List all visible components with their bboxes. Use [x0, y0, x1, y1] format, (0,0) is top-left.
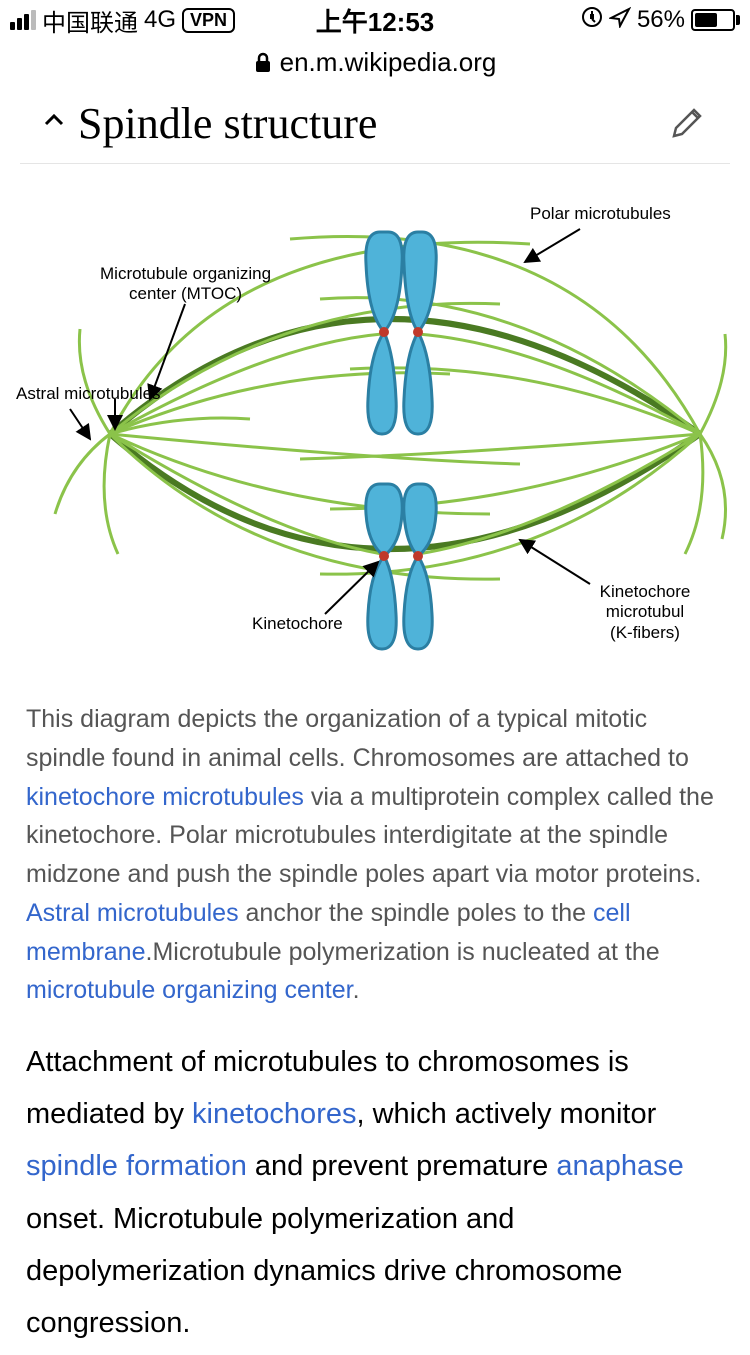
body-paragraph: Attachment of microtubules to chromosome…: [0, 1030, 750, 1355]
mtoc-label: Microtubule organizingcenter (MTOC): [100, 264, 271, 305]
network-label: 4G: [144, 6, 176, 34]
kinetochore-label: Kinetochore: [252, 614, 343, 634]
astral-label: Astral microtubules: [16, 384, 161, 404]
lock-icon: [254, 51, 272, 73]
clock-label: 上午12:53: [316, 2, 435, 39]
spindle-diagram[interactable]: Polar microtubules Microtubule organizin…: [20, 184, 730, 684]
polar-label: Polar microtubules: [530, 204, 671, 224]
vpn-badge: VPN: [182, 8, 235, 33]
section-header: Spindle structure: [20, 84, 730, 164]
link-kinetochores[interactable]: kinetochores: [192, 1098, 356, 1130]
link-anaphase[interactable]: anaphase: [556, 1150, 683, 1182]
signal-icon: [10, 10, 36, 30]
chromosome-top: [366, 232, 436, 434]
carrier-label: 中国联通: [42, 3, 138, 38]
battery-icon: [691, 9, 740, 31]
url-text: en.m.wikipedia.org: [280, 47, 497, 78]
status-right: 56%: [581, 6, 740, 35]
link-astral-microtubules[interactable]: Astral microtubules: [26, 899, 239, 927]
link-spindle-formation[interactable]: spindle formation: [26, 1150, 247, 1182]
kfibers-label: Kinetochore microtubul(K-fibers): [560, 582, 730, 643]
address-bar[interactable]: en.m.wikipedia.org: [0, 40, 750, 84]
link-kinetochore-microtubules[interactable]: kinetochore microtubules: [26, 783, 304, 811]
orientation-lock-icon: [581, 6, 603, 35]
edit-button[interactable]: [666, 104, 706, 144]
diagram-caption: This diagram depicts the organization of…: [0, 694, 750, 1030]
section-title: Spindle structure: [78, 98, 377, 149]
status-left: 中国联通 4G VPN: [10, 3, 235, 38]
battery-pct-label: 56%: [637, 6, 685, 34]
status-bar: 中国联通 4G VPN 上午12:53 56%: [0, 0, 750, 40]
location-icon: [609, 6, 631, 35]
section-toggle[interactable]: Spindle structure: [40, 98, 377, 149]
link-mtoc[interactable]: microtubule organizing center: [26, 976, 353, 1004]
chevron-up-icon: [40, 106, 68, 141]
